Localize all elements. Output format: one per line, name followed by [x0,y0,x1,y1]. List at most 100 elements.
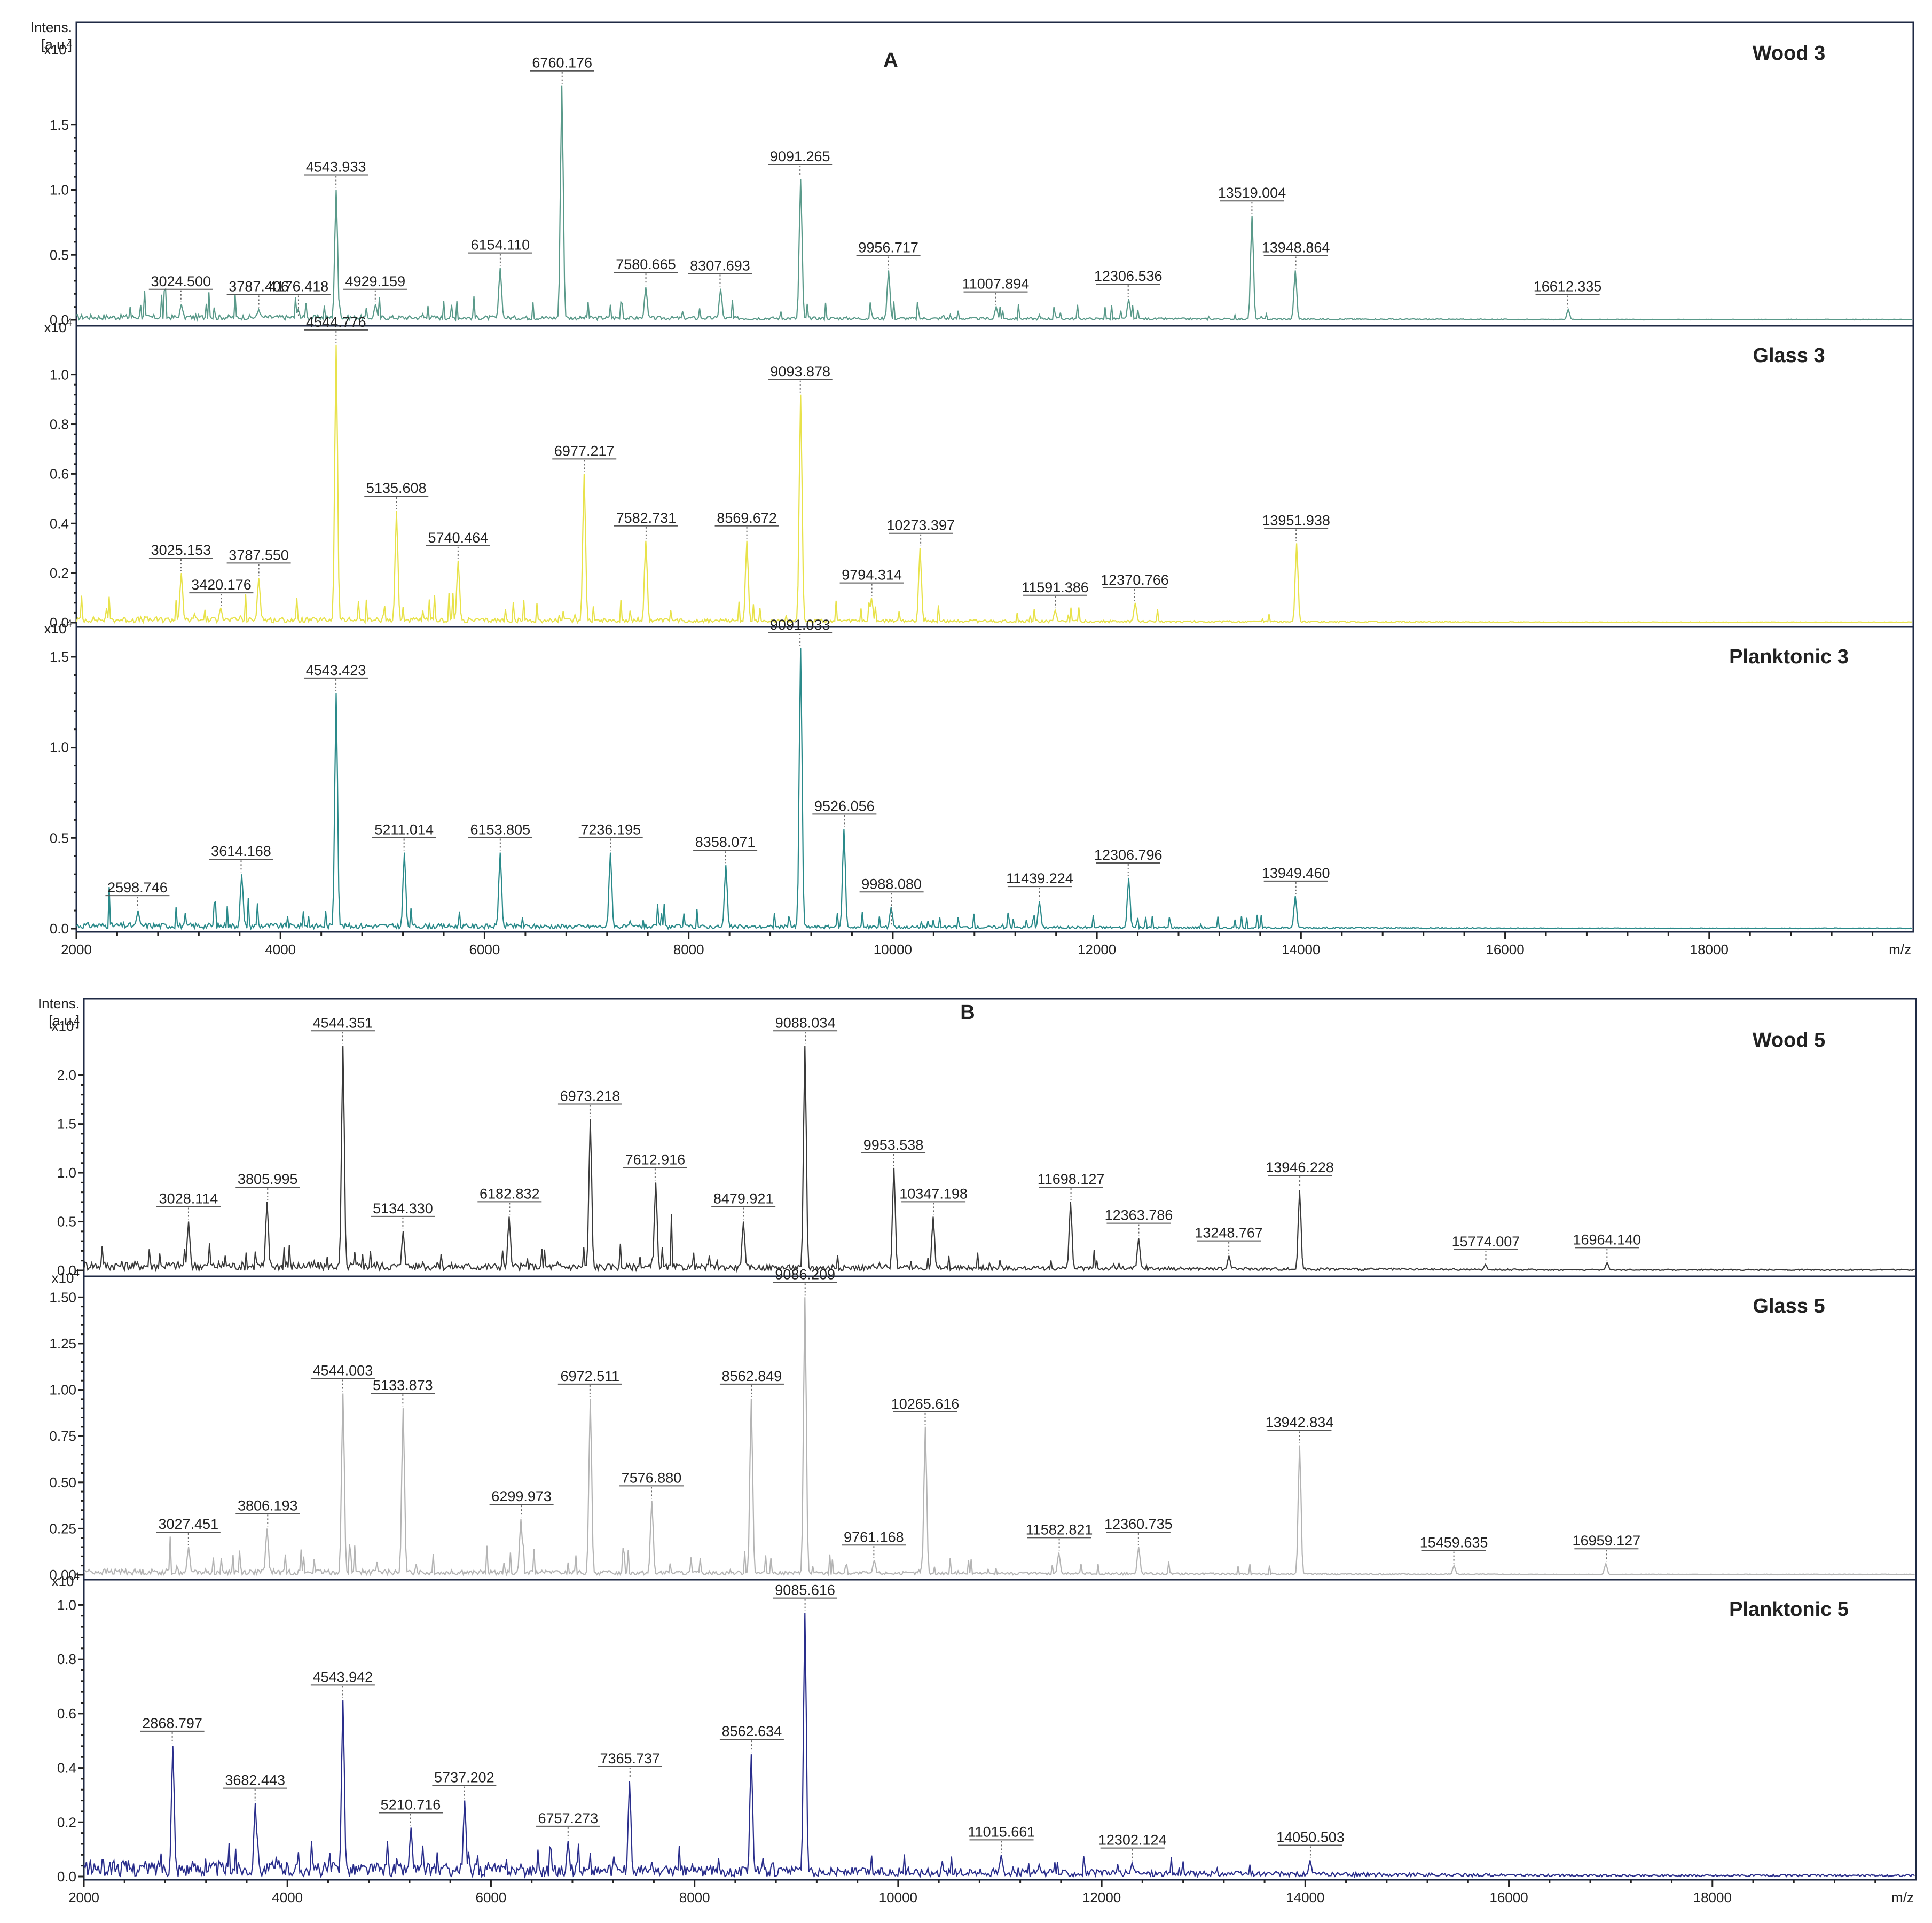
y-tick-label: 1.0 [50,367,69,383]
x-tick-label: 14000 [1282,941,1320,957]
peak-label: 14050.503 [1276,1829,1345,1845]
spectrum-trace [75,344,1912,625]
x-tick-label: 2000 [68,1889,99,1905]
x-tick-label: 16000 [1489,1889,1528,1905]
x-tick-label: 18000 [1690,941,1729,957]
x-tick-label: 12000 [1082,1889,1121,1905]
peak-label: 4543.933 [306,159,366,175]
spectrum-trace [83,1297,1915,1577]
peak-label: 9761.168 [844,1529,904,1545]
scale-exponent: 4 [66,317,72,328]
peak-label: 9093.878 [770,364,830,380]
peak-label: 8307.693 [690,258,750,274]
peak-label: 12306.536 [1094,268,1163,284]
y-tick-label: 0.4 [50,515,69,531]
y-tick-label: 0.5 [57,1214,76,1230]
peak-label: 9956.717 [858,239,918,255]
peak-label: 8358.071 [695,834,756,850]
x-tick-label: 2000 [61,941,92,957]
y-tick-label: 1.5 [57,1116,76,1132]
peak-label: 8479.921 [713,1191,774,1207]
peak-label: 9091.033 [770,617,830,633]
peak-label: 7576.880 [622,1470,682,1486]
peak-label: 16964.140 [1573,1231,1642,1247]
peak-label: 12302.124 [1098,1832,1167,1848]
peak-label: 3614.168 [211,843,271,859]
scale-exponent: 4 [74,1016,80,1027]
y-tick-label: 2.0 [57,1067,76,1083]
y-tick-label: 1.00 [49,1382,76,1398]
sample-name: Wood 5 [1753,1029,1826,1051]
y-tick-label: 0.6 [50,466,69,482]
x-axis: 2000 4000 6000 8000 10000 12000 14000 16000 1800… [68,1880,1914,1905]
peak-label: 3024.500 [151,273,211,289]
peak-label: 4544.003 [313,1362,373,1378]
peak-label: 9088.034 [775,1015,836,1031]
peak-label: 13248.767 [1195,1225,1263,1241]
peak-label: 9091.265 [770,148,830,164]
peak-label: 9953.538 [863,1137,924,1153]
intensity-scale: x104 [52,1016,80,1034]
peak-label: 7580.665 [616,256,676,272]
x-tick-label: 4000 [265,941,296,957]
peak-label: 12360.735 [1104,1516,1173,1532]
y-tick-label: 0.50 [49,1474,76,1490]
scale-exponent: 4 [66,40,72,51]
peak-label: 5740.464 [428,530,489,546]
intensity-scale: x104 [44,40,73,58]
peak-label: 16612.335 [1534,279,1602,295]
y-tick-label: 1.0 [57,1165,76,1181]
y-tick-label: 0.2 [50,565,69,581]
sample-name: Planktonic 3 [1729,646,1849,668]
intensity-scale: x104 [52,1268,80,1286]
y-axis-unit: [a.u.] [41,36,72,52]
scale-base: x10 [52,1018,74,1034]
peak-label: 6757.273 [538,1810,598,1826]
x-tick-label: 6000 [476,1889,507,1905]
y-tick-label: 0.5 [50,247,69,263]
peak-label: 10265.616 [891,1396,960,1412]
intensity-scale: x104 [44,618,73,637]
x-tick-label: 8000 [679,1889,710,1905]
peak-label: 6760.176 [532,55,592,71]
peak-label: 2868.797 [142,1715,202,1731]
peak-label: 15774.007 [1452,1234,1520,1250]
peak-label: 8562.849 [722,1368,782,1384]
peak-label: 6972.511 [561,1368,620,1384]
panel-frame [83,998,1917,1881]
peak-label: 13946.228 [1266,1159,1334,1175]
peak-label: 6977.217 [554,443,615,459]
panel-letter: A [883,49,898,72]
scale-base: x10 [44,621,67,637]
peak-label: 9794.314 [842,567,902,583]
intensity-scale: x104 [44,317,73,335]
peak-label: 12306.796 [1094,847,1163,863]
y-tick-label: 1.0 [57,1597,76,1613]
peak-label: 11007.894 [962,276,1030,292]
peak-label: 6973.218 [560,1088,621,1104]
peak-label: 3025.153 [151,542,211,558]
spectrum-trace [83,1613,1915,1879]
peak-label: 7236.195 [580,821,641,837]
y-axis-title: Intens. [30,19,72,35]
peak-label: 11582.821 [1026,1521,1093,1537]
peak-label: 11015.661 [968,1824,1035,1840]
spectrum-planktonic-5: x104 0.0 0.2 0.4 0.6 0.8 1.0 Planktonic 5 2868.7… [52,1571,1916,1885]
x-tick-label: 4000 [272,1889,303,1905]
peak-label: 11698.127 [1038,1171,1105,1187]
scale-exponent: 4 [74,1571,80,1582]
sample-name: Planktonic 5 [1729,1598,1849,1621]
peak-label: 3805.995 [238,1171,298,1187]
y-tick-label: 0.25 [49,1520,76,1536]
peak-label: 4543.423 [306,662,366,678]
sample-name: Glass 5 [1753,1295,1825,1317]
peak-label: 3787.550 [229,547,289,563]
spectrum-trace [76,647,1912,931]
peak-label: 3787.406 [229,279,289,295]
y-tick-label: 0.0 [57,1262,76,1278]
